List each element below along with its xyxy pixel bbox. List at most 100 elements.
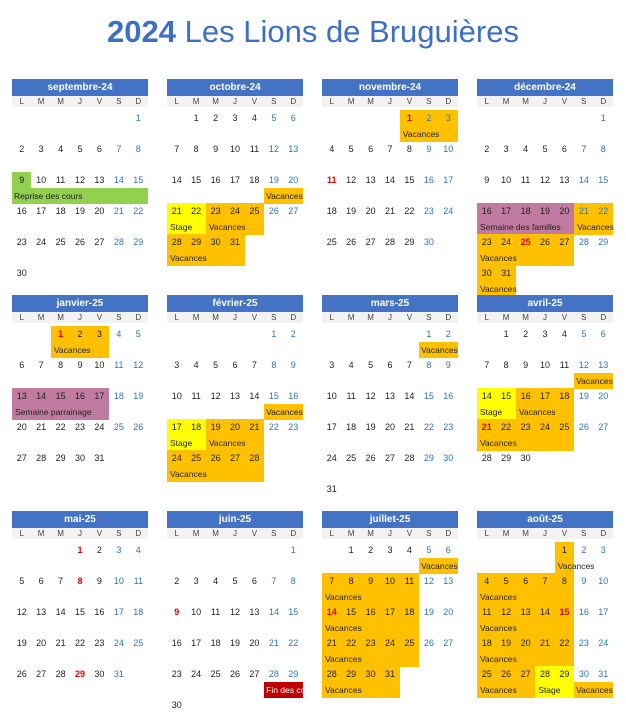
title-text: Les Lions de Bruguières xyxy=(184,14,519,49)
day-cell: 5 xyxy=(135,329,141,339)
day-cell: 20 xyxy=(384,422,395,432)
day-cell: 25 xyxy=(210,669,221,679)
day-cell: 5 xyxy=(271,113,277,123)
day-cell: 12 xyxy=(268,144,279,154)
day-cell: 12 xyxy=(346,175,357,185)
day-cell: 6 xyxy=(561,144,567,154)
weekday-label: J xyxy=(77,313,82,322)
day-cell: 11 xyxy=(114,360,124,370)
weekday-label: L xyxy=(174,97,179,106)
day-cell: 26 xyxy=(74,237,85,247)
day-cell: 27 xyxy=(443,638,454,648)
day-cell: 17 xyxy=(598,607,609,617)
day-cell: 10 xyxy=(191,607,202,617)
day-cell: 17 xyxy=(229,175,240,185)
weekday-label: M xyxy=(347,529,355,538)
day-cell: 17 xyxy=(113,607,124,617)
day-cell: 12 xyxy=(210,391,221,401)
day-cell: 2 xyxy=(484,144,490,154)
event-label: Vacances xyxy=(421,561,458,571)
weekday-label: M xyxy=(57,529,64,538)
day-cell: 23 xyxy=(365,638,376,648)
weekday-label: L xyxy=(484,529,489,538)
day-cell: 6 xyxy=(251,576,257,586)
weekday-label: M xyxy=(502,313,510,322)
month-3: décembre-24 L M M J V S D Semaine des familles Va… xyxy=(477,79,614,297)
day-cell: 5 xyxy=(426,545,432,555)
day-cell: 21 xyxy=(539,638,550,648)
weekday-label: S xyxy=(271,97,277,106)
day-cell: 3 xyxy=(193,576,199,586)
day-cell: 1 xyxy=(77,545,83,555)
event-label: Reprise des cours xyxy=(14,191,83,201)
day-cell: 17 xyxy=(326,422,337,432)
day-cell: 18 xyxy=(113,391,124,401)
weekday-label: S xyxy=(116,313,122,322)
day-cell: 13 xyxy=(365,175,376,185)
weekday-label: V xyxy=(96,97,103,106)
day-cell: 30 xyxy=(94,669,105,679)
day-cell: 10 xyxy=(113,576,124,586)
month-header: mars-25 xyxy=(322,295,458,312)
day-cell: 26 xyxy=(578,422,589,432)
day-cell: 7 xyxy=(406,360,412,370)
day-cell: 11 xyxy=(520,175,531,185)
day-cell: 14 xyxy=(113,175,124,185)
day-cell: 29 xyxy=(288,669,299,679)
event-band xyxy=(322,635,420,667)
weekday-label: V xyxy=(406,529,413,538)
day-cell: 14 xyxy=(55,607,66,617)
day-cell: 26 xyxy=(423,638,434,648)
day-cell: 31 xyxy=(598,669,609,679)
weekday-label: S xyxy=(581,529,587,538)
day-cell: 2 xyxy=(96,545,102,555)
day-cell: 19 xyxy=(423,607,434,617)
day-cell: 26 xyxy=(229,669,240,679)
day-cell: 15 xyxy=(404,175,415,185)
day-cell: 3 xyxy=(232,113,238,123)
day-cell: 18 xyxy=(191,422,202,432)
weekday-label: D xyxy=(445,313,452,322)
day-cell: 13 xyxy=(598,360,609,370)
event-label: Vacances xyxy=(480,623,517,633)
weekday-label: J xyxy=(387,97,392,106)
day-cell: 8 xyxy=(406,144,412,154)
day-cell: 21 xyxy=(55,638,66,648)
day-cell: 29 xyxy=(346,669,357,679)
day-cell: 21 xyxy=(578,206,589,216)
weekday-label: L xyxy=(19,313,24,322)
day-cell: 23 xyxy=(74,422,85,432)
day-cell: 14 xyxy=(578,175,589,185)
day-cell: 27 xyxy=(36,669,47,679)
day-cell: 21 xyxy=(481,422,492,432)
day-cell: 15 xyxy=(346,607,357,617)
day-cell: 28 xyxy=(268,669,279,679)
day-cell: 27 xyxy=(288,206,299,216)
day-cell: 28 xyxy=(384,237,395,247)
day-cell: 12 xyxy=(133,360,144,370)
day-cell: 28 xyxy=(539,669,550,679)
day-cell: 28 xyxy=(36,453,47,463)
day-cell: 10 xyxy=(501,175,512,185)
day-cell: 29 xyxy=(133,237,144,247)
day-cell: 29 xyxy=(74,669,85,679)
day-cell: 7 xyxy=(251,360,257,370)
day-cell: 16 xyxy=(365,607,376,617)
weekday-label: J xyxy=(232,529,237,538)
day-cell: 13 xyxy=(288,144,299,154)
day-cell: 14 xyxy=(249,391,260,401)
day-cell: 14 xyxy=(404,391,415,401)
day-cell: 10 xyxy=(539,360,550,370)
day-cell: 15 xyxy=(74,607,85,617)
day-cell: 27 xyxy=(520,669,531,679)
day-cell: 11 xyxy=(55,175,66,185)
day-cell: 18 xyxy=(210,638,221,648)
weekday-label: V xyxy=(561,313,568,322)
day-cell: 22 xyxy=(74,638,85,648)
day-cell: 13 xyxy=(16,391,27,401)
weekday-label: D xyxy=(600,529,607,538)
weekday-label: V xyxy=(96,313,103,322)
day-cell: 10 xyxy=(326,391,337,401)
